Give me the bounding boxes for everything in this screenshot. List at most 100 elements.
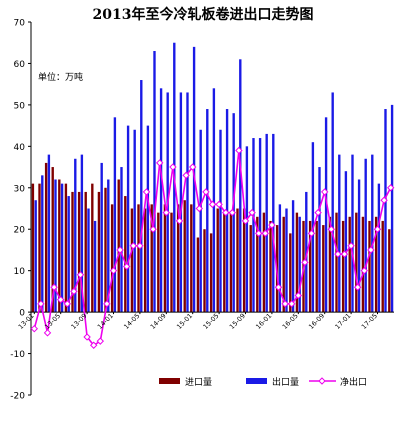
import-bar (44, 162, 48, 313)
net-export-point (103, 300, 111, 308)
net-export-point (314, 208, 322, 217)
export-bar (133, 129, 136, 313)
import-bar (368, 220, 371, 313)
y-tick-label: 0 (19, 309, 25, 319)
export-bar (252, 138, 255, 313)
export-bar (324, 117, 328, 313)
net-export-point (353, 283, 362, 291)
import-bar (38, 183, 41, 313)
net-export-point (162, 208, 171, 217)
net-export-point (294, 291, 303, 300)
export-bar (93, 220, 97, 313)
import-bar (190, 204, 193, 313)
x-tick-label: 16-05 (281, 312, 300, 331)
legend-swatch-export (246, 378, 267, 384)
import-bar (170, 212, 173, 313)
net-export-point (149, 225, 157, 233)
export-bar (390, 104, 394, 313)
import-bar (315, 220, 318, 313)
import-bar (196, 237, 200, 313)
net-export-point (56, 295, 65, 304)
x-tick-label: 13-05 (43, 312, 62, 331)
import-bar (374, 216, 378, 313)
export-bar (331, 92, 334, 313)
legend-label-net: 净出口 (340, 376, 367, 388)
export-bar (113, 117, 117, 313)
net-export-point (228, 208, 237, 217)
net-export-point (188, 163, 197, 171)
net-export-point (142, 188, 151, 196)
net-export-point (274, 283, 283, 291)
import-bar (77, 191, 81, 313)
export-bar (153, 51, 156, 313)
import-bar (104, 187, 107, 313)
import-bar (335, 212, 338, 313)
export-bar (140, 80, 143, 313)
export-bar (364, 158, 367, 313)
export-bar (278, 204, 282, 313)
export-bar (357, 179, 361, 313)
net-export-point (380, 196, 388, 204)
x-tick-label: 14-05 (122, 312, 141, 331)
import-bar (130, 208, 134, 313)
net-export-point (261, 229, 270, 238)
export-bar (377, 183, 381, 313)
export-bar (126, 125, 130, 313)
y-tick-label: 10 (14, 267, 26, 277)
import-bar (262, 212, 266, 313)
unit-label: 单位：万吨 (38, 73, 84, 83)
import-bar (157, 212, 160, 313)
import-bar (209, 233, 213, 313)
import-bar (91, 183, 94, 313)
export-bar (47, 154, 51, 313)
import-bar (388, 229, 391, 313)
net-export-point (268, 221, 276, 229)
export-bar (338, 154, 341, 313)
import-bar (282, 216, 285, 313)
export-bar (344, 171, 348, 313)
import-bar (295, 212, 299, 313)
x-tick-label: 17-01 (333, 312, 352, 331)
net-export-point (340, 250, 349, 258)
net-export-point (386, 184, 395, 192)
import-bar (117, 179, 120, 313)
export-bar (318, 167, 321, 313)
import-bar (289, 233, 292, 313)
net-export-point (175, 217, 184, 225)
net-export-point (235, 146, 243, 155)
net-export-point (208, 200, 217, 209)
import-bar (341, 220, 345, 313)
net-export-point (109, 266, 118, 275)
export-bar (371, 154, 374, 313)
export-bar (100, 162, 103, 313)
export-bar (159, 88, 163, 313)
export-bar (80, 154, 84, 313)
import-bar (203, 229, 206, 313)
net-export-point (43, 329, 52, 337)
net-export-point (182, 171, 190, 180)
export-bar (41, 175, 44, 313)
export-bar (146, 125, 150, 313)
net-export-point (63, 300, 72, 308)
export-bar (120, 167, 123, 313)
export-bar (212, 88, 216, 313)
import-bar (249, 225, 252, 313)
import-bar (183, 200, 186, 313)
y-tick-label: -10 (10, 350, 25, 360)
net-export-point (254, 229, 263, 238)
net-export-point (287, 300, 296, 308)
import-bar (242, 208, 246, 313)
export-bar (60, 183, 64, 313)
y-tick-label: 40 (14, 143, 26, 153)
net-export-point (70, 287, 78, 296)
net-export-point (373, 225, 382, 233)
net-export-point (89, 341, 98, 349)
export-bar (87, 208, 90, 313)
y-tick-label: 30 (14, 184, 26, 194)
export-bar (351, 154, 354, 313)
y-tick-label: 70 (14, 19, 26, 29)
import-bar (64, 183, 68, 313)
import-bar (223, 212, 226, 313)
export-bar (186, 92, 189, 313)
net-export-point (76, 271, 85, 279)
